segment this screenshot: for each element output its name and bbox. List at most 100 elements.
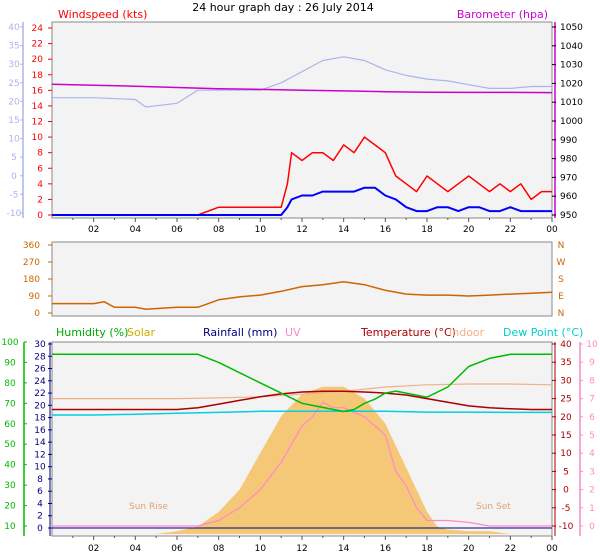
hum-tick-0: 100: [1, 338, 18, 348]
temp-tick-0: 40: [560, 340, 572, 350]
p1-x-label-0: 02: [88, 225, 99, 235]
humidity-label: Humidity (%): [56, 326, 128, 339]
rain-tick-7: 16: [34, 426, 46, 436]
windspeed-series-line: [52, 136, 552, 216]
p1-x-label-5: 12: [296, 225, 307, 235]
outer-tick-1: 35: [8, 42, 19, 52]
outer-left-ticks: 40 35 30 25 20 15 10 5 0 -5 -10: [7, 23, 23, 219]
outer-tick-2: 30: [8, 60, 20, 70]
dew-point-series-line: [52, 410, 552, 416]
rain-tick-14: 2: [37, 512, 43, 522]
uv-tick-7: 3: [589, 467, 595, 477]
uv-tick-5: 5: [589, 431, 595, 441]
dir-tick-3: 90: [29, 292, 41, 302]
rain-tick-12: 6: [37, 487, 43, 497]
p3-x-label-9: 20: [463, 544, 475, 554]
wind-tick-0: 24: [32, 24, 44, 34]
hum-tick-4: 60: [4, 420, 16, 430]
sun-rise-label: Sun Rise: [129, 502, 168, 512]
uv-tick-8: 2: [589, 486, 595, 496]
p3-x-label-5: 12: [296, 544, 307, 554]
baro-tick-2: 1030: [560, 61, 583, 71]
outer-tick-5: 15: [8, 116, 19, 126]
dir-tick-4: 0: [34, 309, 40, 319]
rain-tick-9: 12: [34, 450, 45, 460]
barometer-label: Barometer (hpa): [457, 8, 548, 21]
compass-letter-0: N: [558, 241, 565, 251]
temp-tick-1: 35: [560, 358, 571, 368]
p3-x-label-1: 04: [130, 544, 142, 554]
indoor-label: Indoor: [449, 326, 485, 339]
p3-x-label-8: 18: [421, 544, 433, 554]
uv-series-line: [52, 401, 552, 527]
rain-tick-1: 28: [34, 352, 46, 362]
p1-x-label-8: 18: [421, 225, 433, 235]
baro-tick-3: 1020: [560, 79, 583, 89]
windspeed-label: Windspeed (kts): [58, 8, 147, 21]
baro-tick-1: 1040: [560, 42, 583, 52]
hum-tick-6: 40: [4, 461, 16, 471]
p1-x-label-6: 14: [338, 225, 350, 235]
panel-humidity-temperature: Humidity (%) Solar Rainfall (mm) UV Temp…: [1, 326, 598, 554]
compass-letter-2: S: [558, 275, 564, 285]
dir-tick-1: 270: [23, 258, 40, 268]
uv-tick-10: 0: [589, 522, 595, 532]
hum-tick-3: 70: [4, 399, 16, 409]
outer-tick-6: 10: [8, 135, 20, 145]
panel3-x-ticks: 02 04 06 08 10 12 14 16 18 20 22 00: [72, 536, 558, 554]
baro-tick-10: 950: [560, 211, 577, 221]
dew-point-label: Dew Point (°C): [503, 326, 583, 339]
compass-letter-4: N: [558, 309, 565, 319]
p3-x-label-11: 00: [546, 544, 558, 554]
avg-wind-series-line: [52, 186, 552, 216]
p1-x-label-11: 00: [546, 225, 558, 235]
rain-tick-11: 8: [37, 475, 43, 485]
chart-title: 24 hour graph day : 26 July 2014: [192, 1, 374, 14]
p1-x-label-4: 10: [255, 225, 267, 235]
rain-tick-4: 22: [34, 389, 45, 399]
temp-tick-4: 20: [560, 413, 572, 423]
temp-tick-9: -5: [562, 504, 571, 514]
baro-tick-8: 970: [560, 173, 577, 183]
humidity-ticks: 100 90 80 70 60 50 40 30 20 10: [1, 338, 27, 532]
uv-tick-4: 6: [589, 413, 595, 423]
p3-x-label-7: 16: [380, 544, 392, 554]
temp-tick-10: -10: [559, 522, 574, 532]
temp-tick-3: 25: [560, 395, 571, 405]
hum-tick-8: 20: [4, 502, 16, 512]
wind-tick-6: 12: [32, 118, 43, 128]
outer-tick-7: 5: [11, 153, 17, 163]
p1-x-label-7: 16: [380, 225, 392, 235]
rainfall-label: Rainfall (mm): [203, 326, 277, 339]
uv-tick-6: 4: [589, 449, 595, 459]
baro-tick-6: 990: [560, 136, 577, 146]
p3-x-label-6: 14: [338, 544, 350, 554]
temp-tick-5: 15: [560, 431, 571, 441]
hum-tick-1: 90: [4, 358, 16, 368]
rain-tick-13: 4: [37, 499, 43, 509]
panel2-series: [52, 281, 553, 310]
rain-tick-3: 24: [34, 377, 46, 387]
uv-tick-1: 9: [589, 358, 595, 368]
p1-x-label-1: 04: [130, 225, 142, 235]
panel1-series: [51, 56, 553, 216]
p1-x-label-2: 06: [171, 225, 183, 235]
wind-tick-9: 6: [37, 164, 43, 174]
wind-tick-5: 14: [32, 102, 44, 112]
rain-tick-0: 30: [34, 340, 46, 350]
compass-letter-1: W: [557, 258, 566, 268]
hum-tick-7: 30: [4, 481, 16, 491]
dir-tick-0: 360: [23, 241, 40, 251]
solar-label: Solar: [127, 326, 156, 339]
uv-label: UV: [285, 326, 301, 339]
outer-tick-10: -10: [7, 209, 22, 219]
uv-tick-2: 8: [589, 376, 595, 386]
uv-tick-9: 1: [589, 504, 595, 514]
wind-tick-11: 2: [37, 195, 43, 205]
barometer-ticks: 1050 1040 1030 1020 1010 1000 990 980 970 960 950: [552, 23, 583, 221]
panel2-frame: [51, 241, 553, 317]
rain-tick-15: 0: [37, 524, 43, 534]
